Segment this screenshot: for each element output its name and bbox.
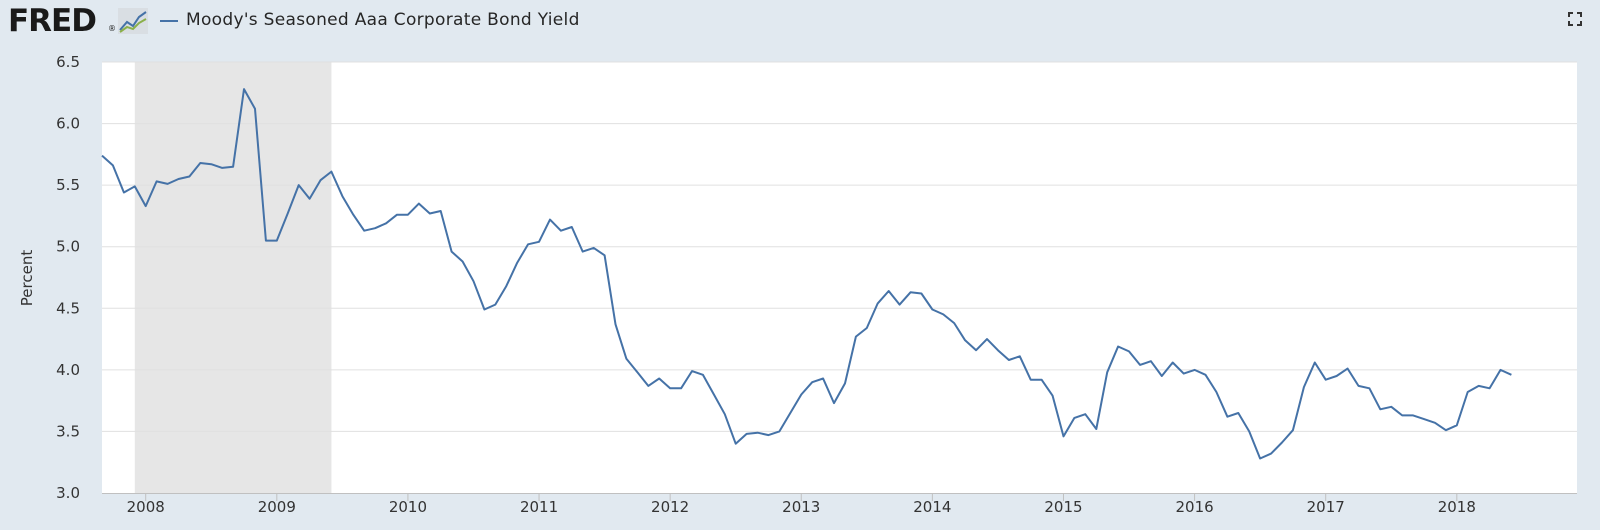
x-tick-label: 2017 (1307, 498, 1345, 516)
x-tick-label: 2008 (127, 498, 165, 516)
y-tick-label: 6.0 (56, 115, 80, 133)
series-line (101, 88, 1512, 460)
legend-label: Moody's Seasoned Aaa Corporate Bond Yiel… (186, 10, 580, 30)
x-tick-label: 2010 (389, 498, 427, 516)
y-tick-label: 5.5 (56, 176, 80, 194)
x-tick-label: 2012 (651, 498, 689, 516)
plot-area (102, 62, 1577, 493)
x-tick-label: 2015 (1044, 498, 1082, 516)
registered-mark: ® (108, 24, 116, 33)
fred-logo[interactable]: FRED (8, 3, 97, 39)
y-tick-label: 6.5 (56, 53, 80, 71)
recession-band (134, 62, 332, 493)
x-tick-label: 2011 (520, 498, 558, 516)
legend-swatch (160, 20, 178, 22)
y-tick-label: 4.5 (56, 299, 80, 317)
expand-icon[interactable] (1568, 12, 1582, 26)
chart-header: FRED ® Moody's Seasoned Aaa Corporate Bo… (0, 0, 1600, 44)
fred-logo-graph-icon (118, 8, 148, 34)
y-axis-title: Percent (18, 250, 36, 307)
y-axis: 3.0 3.5 4.0 4.5 5.0 5.5 6.0 6.5 (56, 53, 80, 502)
x-tick-label: 2014 (913, 498, 951, 516)
x-tick-label: 2018 (1438, 498, 1476, 516)
y-tick-label: 3.5 (56, 422, 80, 440)
x-tick-label: 2016 (1175, 498, 1213, 516)
gridlines (102, 61, 1577, 432)
x-axis: 2008 2009 2010 2011 2012 2013 2014 2015 2016 2017… (102, 493, 1577, 516)
x-tick-label: 2013 (782, 498, 820, 516)
y-tick-label: 4.0 (56, 361, 80, 379)
y-tick-label: 5.0 (56, 238, 80, 256)
x-tick-label: 2009 (258, 498, 296, 516)
y-tick-label: 3.0 (56, 484, 80, 502)
recession-shading-group (134, 62, 332, 493)
